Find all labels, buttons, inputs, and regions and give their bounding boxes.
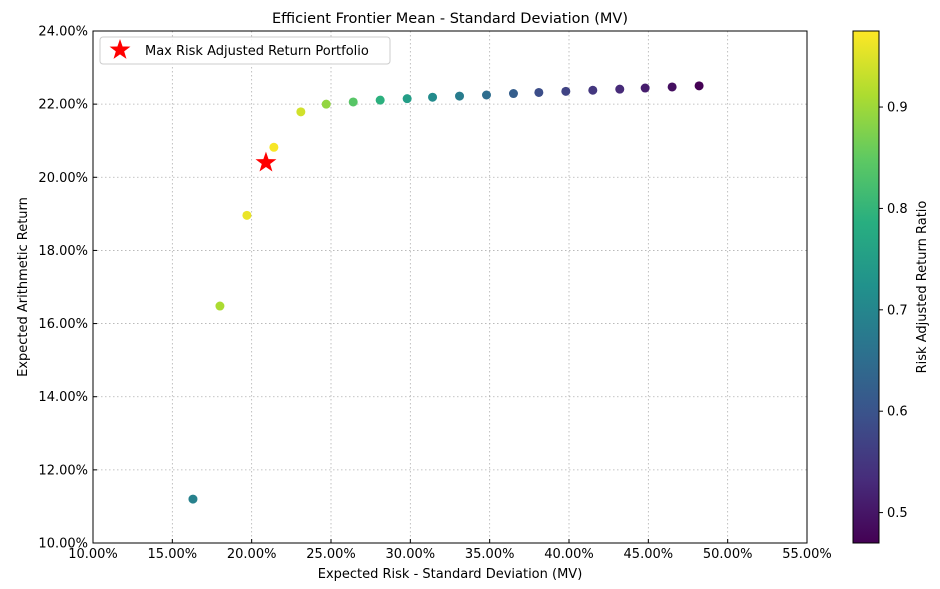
x-axis-label: Expected Risk - Standard Deviation (MV): [318, 567, 583, 582]
scatter-point: [588, 85, 598, 95]
x-tick-label: 30.00%: [386, 547, 436, 562]
scatter-point: [615, 84, 625, 94]
colorbar-tick-label: 0.5: [887, 506, 908, 521]
plot-frame: [92, 30, 808, 544]
y-tick-label: 10.00%: [38, 537, 88, 552]
scatter-point: [375, 95, 385, 105]
x-tick-label: 25.00%: [306, 547, 356, 562]
y-tick-label: 14.00%: [38, 390, 88, 405]
y-tick-label: 20.00%: [38, 171, 88, 186]
colorbar-label: Risk Adjusted Return Ratio: [915, 201, 930, 374]
y-tick-label: 24.00%: [38, 25, 88, 40]
colorbar-ticks: 0.5 0.6 0.7 0.8 0.9: [879, 101, 908, 521]
colorbar-gradient: [852, 30, 880, 544]
max-ratio-portfolio-star: [255, 151, 277, 172]
scatter-point: [534, 87, 544, 97]
scatter-point: [348, 97, 358, 107]
scatter-point: [269, 142, 279, 152]
grid-lines: [92, 30, 808, 544]
x-tick-label: 40.00%: [544, 547, 594, 562]
x-tick-label: 45.00%: [624, 547, 674, 562]
scatter-point: [481, 90, 491, 100]
scatter-point: [455, 91, 465, 101]
scatter-point: [215, 301, 225, 311]
scatter-point: [508, 89, 518, 99]
x-tick-label: 35.00%: [465, 547, 515, 562]
scatter-point: [321, 99, 331, 109]
legend-label: Max Risk Adjusted Return Portfolio: [145, 44, 369, 59]
y-tick-label: 22.00%: [38, 98, 88, 113]
scatter-point: [667, 82, 677, 92]
scatter-point: [188, 494, 198, 504]
scatter-point: [694, 81, 704, 91]
x-tick-label: 50.00%: [703, 547, 753, 562]
y-tick-label: 18.00%: [38, 244, 88, 259]
y-tick-label: 12.00%: [38, 463, 88, 478]
colorbar-tick-label: 0.8: [887, 202, 908, 217]
colorbar: 0.5 0.6 0.7 0.8 0.9 Risk Adjusted Return Rat…: [852, 30, 930, 544]
scatter-point: [561, 86, 571, 96]
x-tick-label: 20.00%: [227, 547, 277, 562]
chart-title: Efficient Frontier Mean - Standard Devia…: [272, 11, 628, 27]
x-tick-label: 55.00%: [782, 547, 832, 562]
colorbar-tick-label: 0.6: [887, 405, 908, 420]
legend-box: [99, 36, 391, 65]
x-tick-label: 10.00%: [68, 547, 118, 562]
axis-ticks: 10.00% 15.00% 20.00% 25.00% 30.00% 35.00% 40.0…: [38, 25, 831, 563]
scatter-point: [242, 210, 252, 220]
legend-star-marker: [109, 39, 131, 59]
y-axis-label: Expected Arithmetic Return: [16, 197, 31, 377]
colorbar-tick-label: 0.9: [887, 101, 908, 116]
y-tick-label: 16.00%: [38, 317, 88, 332]
scatter-points: [188, 81, 704, 504]
legend: Max Risk Adjusted Return Portfolio: [99, 36, 391, 65]
scatter-point: [296, 107, 306, 117]
x-tick-label: 15.00%: [148, 547, 198, 562]
colorbar-tick-label: 0.7: [887, 303, 908, 318]
scatter-point: [640, 83, 650, 93]
scatter-point: [428, 92, 438, 102]
scatter-point: [402, 94, 412, 104]
